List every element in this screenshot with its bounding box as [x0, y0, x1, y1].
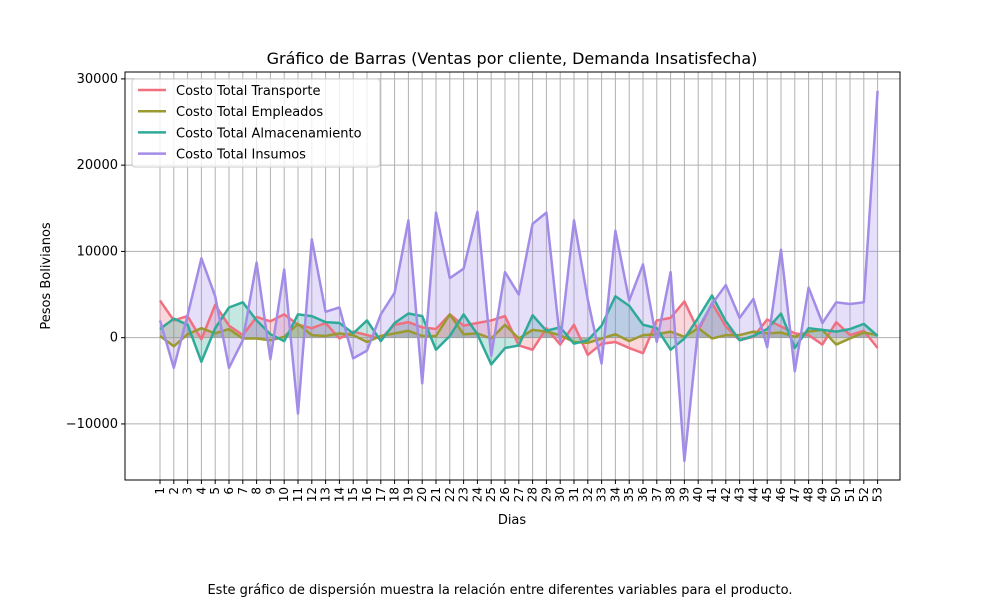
y-tick-label: 10000: [77, 244, 118, 259]
x-tick-label: 29: [539, 487, 553, 502]
x-tick-label: 30: [553, 487, 567, 502]
x-tick-label: 44: [746, 487, 760, 502]
x-tick-label: 36: [636, 487, 650, 502]
x-tick-label: 37: [650, 487, 664, 502]
x-tick-label: 18: [388, 487, 402, 502]
x-tick-label: 28: [526, 487, 540, 502]
y-axis-label: Pesos Bolivianos: [39, 222, 54, 330]
x-tick-label: 34: [608, 487, 622, 502]
legend-box: [131, 78, 381, 168]
x-tick-label: 31: [567, 487, 581, 502]
chart-title: Gráfico de Barras (Ventas por cliente, D…: [267, 49, 758, 68]
x-tick-label: 49: [815, 487, 829, 502]
x-tick-label: 16: [360, 487, 374, 502]
x-tick-label: 51: [843, 487, 857, 502]
x-tick-label: 10: [277, 487, 291, 502]
x-tick-label: 8: [250, 487, 264, 495]
x-tick-label: 1: [153, 487, 167, 495]
y-axis: −10000 0 10000 20000 30000: [66, 72, 125, 432]
x-tick-label: 12: [305, 487, 319, 502]
x-tick-label: 9: [263, 487, 277, 495]
x-tick-label: 17: [374, 487, 388, 502]
x-tick-label: 24: [470, 487, 484, 502]
x-tick-label: 19: [401, 487, 415, 502]
y-tick-label: 20000: [77, 158, 118, 173]
y-tick-label: 30000: [77, 72, 118, 87]
x-tick-label: 13: [319, 487, 333, 502]
x-tick-label: 50: [829, 487, 843, 502]
x-tick-label: 15: [346, 487, 360, 502]
series-line-costo-total-insumos: [158, 90, 879, 463]
x-tick-label: 2: [167, 487, 181, 495]
x-tick-label: 33: [595, 487, 609, 502]
x-tick-label: 32: [581, 487, 595, 502]
chart-caption: Este gráfico de dispersión muestra la re…: [207, 583, 793, 598]
x-tick-label: 48: [802, 487, 816, 502]
x-tick-label: 7: [236, 487, 250, 495]
x-tick-label: 27: [512, 487, 526, 502]
legend-label: Costo Total Insumos: [176, 148, 306, 163]
y-tick-label: 0: [110, 331, 118, 346]
plot-area-frame: [124, 71, 901, 481]
x-tick-label: 20: [415, 487, 429, 502]
x-tick-label: 26: [498, 487, 512, 502]
x-tick-label: 39: [677, 487, 691, 502]
x-tick-label: 4: [194, 487, 208, 495]
x-tick-label: 35: [622, 487, 636, 502]
x-tick-label: 45: [760, 487, 774, 502]
legend-label: Costo Total Transporte: [176, 84, 320, 99]
series-line-costo-total-almacenamiento: [159, 294, 879, 366]
x-tick-label: 6: [222, 487, 236, 495]
legend-label: Costo Total Almacenamiento: [176, 126, 362, 141]
x-tick-label: 11: [291, 487, 305, 502]
x-tick-label: 42: [719, 487, 733, 502]
x-tick-label: 5: [208, 487, 222, 495]
x-tick-label: 14: [332, 487, 346, 502]
x-tick-label: 43: [733, 487, 747, 502]
legend-label: Costo Total Empleados: [176, 105, 323, 120]
x-tick-label: 38: [664, 487, 678, 502]
x-tick-label: 23: [457, 487, 471, 502]
x-tick-label: 40: [691, 487, 705, 502]
series-lines: [158, 90, 879, 463]
x-axis-label: Dias: [498, 513, 527, 528]
x-tick-label: 41: [705, 487, 719, 502]
x-tick-label: 52: [857, 487, 871, 502]
x-tick-label: 21: [429, 487, 443, 502]
x-tick-label: 3: [181, 487, 195, 495]
x-tick-label: 22: [443, 487, 457, 502]
x-tick-label: 47: [788, 487, 802, 502]
legend: Costo Total Transporte Costo Total Emplea…: [131, 78, 381, 168]
y-tick-label: −10000: [66, 417, 118, 432]
x-tick-label: 25: [484, 487, 498, 502]
x-tick-label: 46: [774, 487, 788, 502]
x-tick-label: 53: [871, 487, 885, 502]
x-axis: 1 2 3 4 5 6 7 8 9 10 11 12 13 14 15 16 17 18 19 20 21 22 23 24 2…: [153, 480, 885, 502]
